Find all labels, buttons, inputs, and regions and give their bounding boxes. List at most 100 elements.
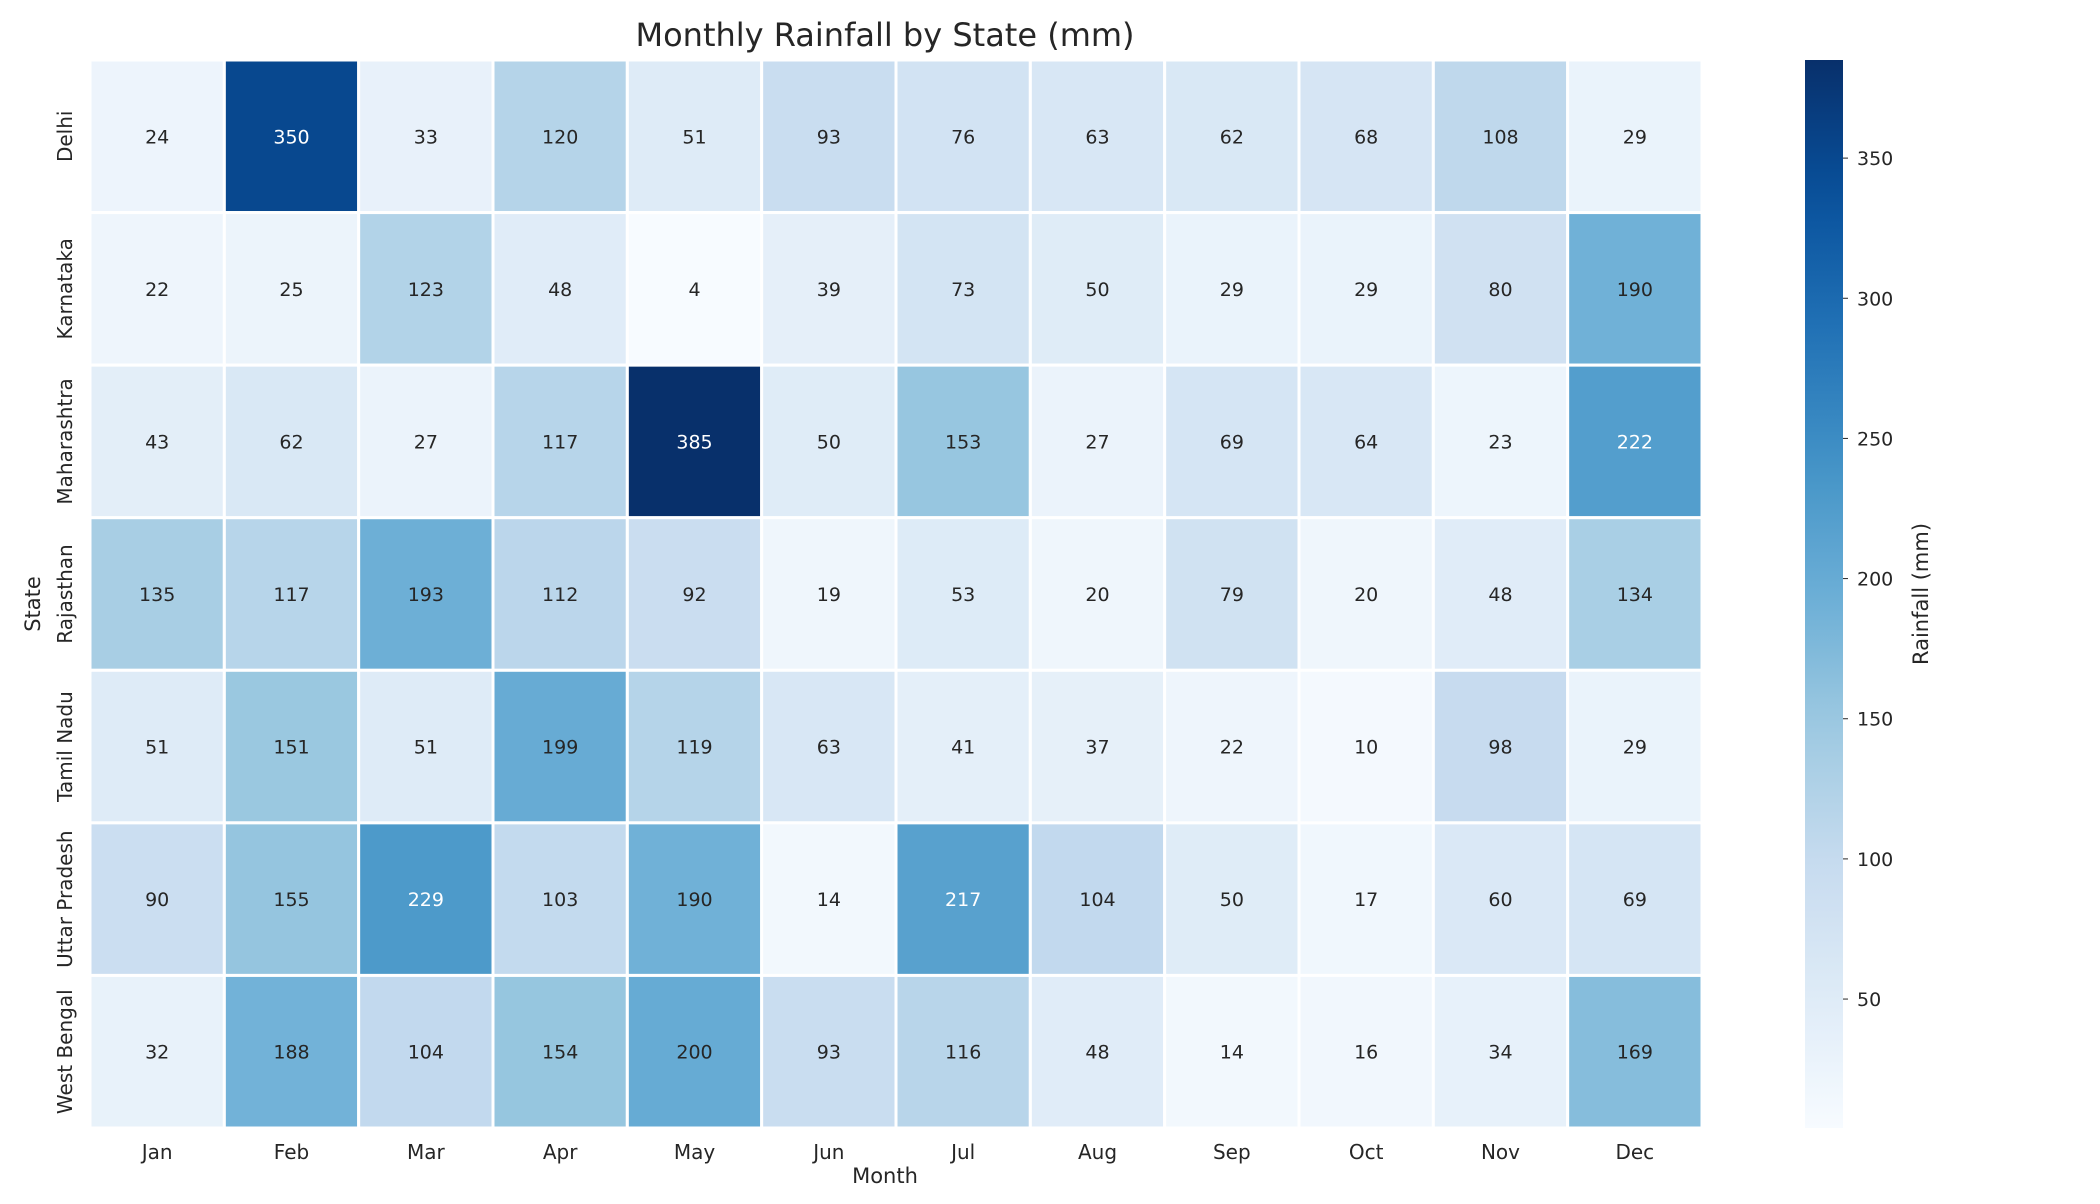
y-tick-label: Rajasthan — [53, 544, 77, 643]
cell-value-label: 64 — [1354, 431, 1378, 453]
heatmap-cell — [1566, 58, 1704, 215]
x-tick-label: Mar — [407, 1140, 446, 1164]
cell-value-label: 50 — [1085, 279, 1109, 301]
heatmap-cell — [491, 516, 629, 672]
cell-value-label: 17 — [1354, 889, 1378, 911]
colorbar-tick-label: 350 — [1857, 148, 1893, 170]
cell-value-label: 63 — [817, 737, 841, 759]
cell-value-label: 119 — [676, 737, 712, 759]
cell-value-label: 169 — [1617, 1042, 1653, 1064]
cell-value-label: 29 — [1354, 279, 1378, 301]
cell-value-label: 80 — [1488, 279, 1512, 301]
cell-value-label: 29 — [1623, 126, 1647, 148]
cell-value-label: 217 — [945, 889, 981, 911]
colorbar-tick-label: 150 — [1857, 709, 1893, 731]
x-tick-label: Jun — [811, 1140, 844, 1164]
colorbar-ticks: 50 100 150 200 250 300 350 — [1843, 148, 1893, 1011]
heatmap-cell — [1566, 821, 1704, 977]
heatmap-cell — [894, 668, 1032, 825]
heatmap-cell — [625, 973, 764, 1130]
cell-value-label: 39 — [817, 279, 841, 301]
cell-value-label: 41 — [951, 737, 975, 759]
x-axis-label: Month — [852, 1164, 918, 1188]
cell-value-label: 63 — [1085, 126, 1109, 148]
cell-value-label: 155 — [273, 889, 309, 911]
colorbar: 50 100 150 200 250 300 350 Rainfall (mm) — [1805, 60, 1933, 1128]
heatmap-cell — [625, 668, 764, 825]
cell-value-label: 117 — [273, 584, 309, 606]
chart-title: Monthly Rainfall by State (mm) — [635, 16, 1134, 54]
cell-value-label: 134 — [1617, 584, 1653, 606]
cell-value-label: 93 — [817, 1042, 841, 1064]
heatmap-cell — [1163, 516, 1301, 672]
heatmap-cell — [894, 821, 1032, 977]
cell-value-label: 222 — [1617, 431, 1653, 453]
heatmap-cell — [1566, 363, 1704, 520]
heatmap-cell — [1163, 821, 1301, 977]
y-tick-label: Tamil Nadu — [53, 691, 77, 803]
heatmap-cell — [491, 973, 629, 1130]
x-tick-label: Oct — [1349, 1140, 1384, 1164]
cell-value-label: 34 — [1488, 1042, 1512, 1064]
cell-value-label: 385 — [676, 431, 712, 453]
y-tick-label: Uttar Pradesh — [53, 830, 77, 967]
colorbar-label: Rainfall (mm) — [1909, 523, 1933, 665]
heatmap-cell — [760, 516, 898, 672]
y-tick-label: Delhi — [53, 111, 77, 163]
heatmap-cell — [222, 973, 361, 1130]
cell-value-label: 53 — [951, 584, 975, 606]
heatmap-cell — [88, 668, 226, 825]
heatmap-cell — [88, 821, 226, 977]
cell-value-label: 104 — [1079, 889, 1115, 911]
x-tick-label: Feb — [274, 1140, 309, 1164]
heatmap-cell — [222, 668, 361, 825]
cell-value-label: 69 — [1220, 431, 1244, 453]
cell-value-label: 22 — [145, 279, 169, 301]
heatmap-cell — [1028, 668, 1167, 825]
cell-value-label: 116 — [945, 1042, 981, 1064]
heatmap-cell — [491, 211, 629, 367]
heatmap-cell — [1431, 516, 1570, 672]
colorbar-tick-label: 100 — [1857, 849, 1893, 871]
cell-value-label: 350 — [273, 126, 309, 148]
cell-value-label: 60 — [1488, 889, 1512, 911]
heatmap-cell — [625, 211, 764, 367]
x-tick-label: Aug — [1078, 1140, 1117, 1164]
cell-value-label: 22 — [1220, 737, 1244, 759]
cell-value-label: 108 — [1482, 126, 1518, 148]
cell-value-label: 43 — [145, 431, 169, 453]
cell-value-label: 199 — [542, 737, 578, 759]
cell-value-label: 103 — [542, 889, 578, 911]
cell-value-label: 68 — [1354, 126, 1378, 148]
heatmap-cell — [357, 363, 495, 520]
cell-value-label: 48 — [1085, 1042, 1109, 1064]
cell-value-label: 23 — [1488, 431, 1512, 453]
heatmap-cell — [894, 211, 1032, 367]
heatmap-cell — [1566, 973, 1704, 1130]
heatmap-cell — [1566, 516, 1704, 672]
heatmap-cell — [88, 516, 226, 672]
cell-value-label: 104 — [408, 1042, 444, 1064]
x-tick-label: Apr — [543, 1140, 578, 1164]
heatmap-cell — [88, 58, 226, 215]
cell-value-label: 123 — [408, 279, 444, 301]
cell-value-label: 29 — [1220, 279, 1244, 301]
cell-value-label: 20 — [1085, 584, 1109, 606]
cell-value-label: 51 — [414, 737, 438, 759]
heatmap-cell — [894, 363, 1032, 520]
y-tick-label: Karnataka — [53, 238, 77, 339]
heatmap-cell — [625, 363, 764, 520]
cell-value-label: 190 — [676, 889, 712, 911]
cell-value-label: 98 — [1488, 737, 1512, 759]
cell-value-label: 190 — [1617, 279, 1653, 301]
heatmap-cell — [1297, 973, 1435, 1130]
cell-value-label: 19 — [817, 584, 841, 606]
cell-value-label: 69 — [1623, 889, 1647, 911]
heatmap-cell — [1297, 211, 1435, 367]
heatmap-cell — [357, 58, 495, 215]
heatmap-cell — [1431, 211, 1570, 367]
y-tick-label: Maharashtra — [53, 378, 77, 504]
heatmap-cell — [1297, 516, 1435, 672]
cell-value-label: 93 — [817, 126, 841, 148]
